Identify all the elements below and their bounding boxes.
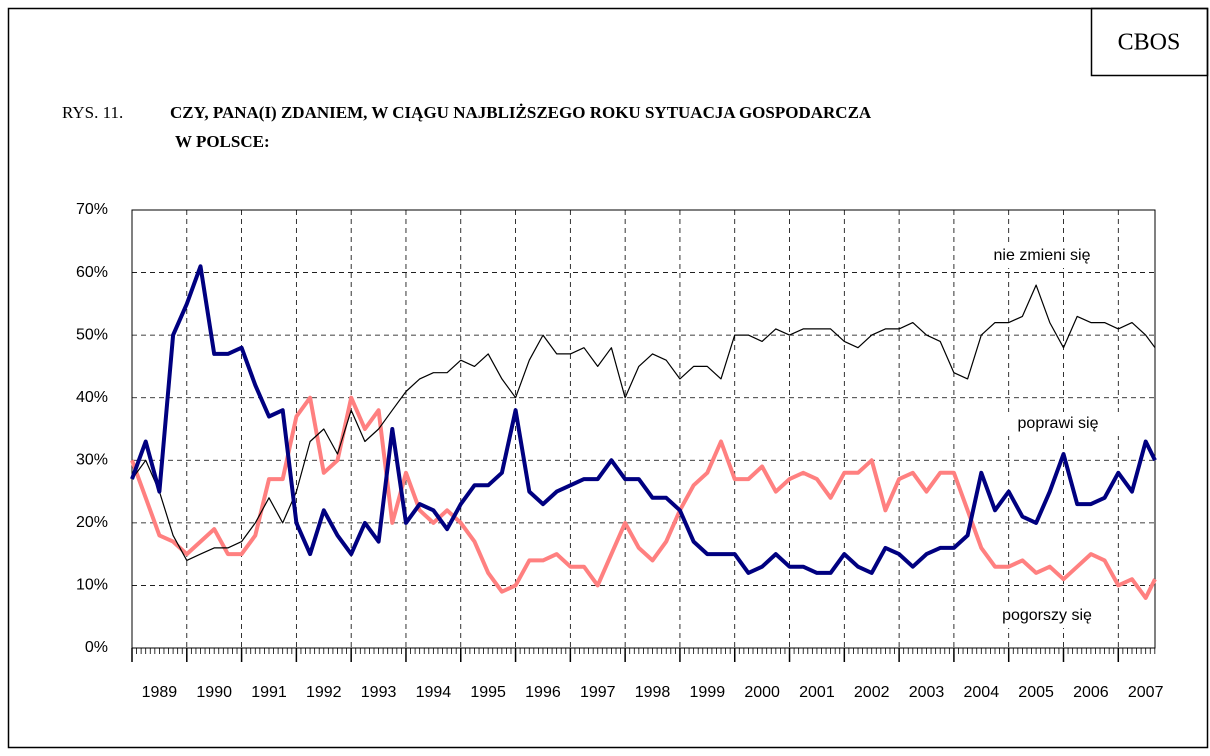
badge: CBOS — [1118, 30, 1181, 56]
x-tick-label: 1995 — [470, 684, 506, 701]
chart-title-line2: W POLSCE: — [175, 132, 270, 151]
x-tick-label: 2002 — [854, 684, 890, 701]
label-bg — [985, 604, 1109, 628]
x-tick-label: 1992 — [306, 684, 342, 701]
x-tick-label: 2007 — [1128, 684, 1164, 701]
x-tick-label: 1989 — [142, 684, 178, 701]
x-tick-label: 2003 — [909, 684, 945, 701]
series-label: nie zmieni się — [994, 247, 1091, 264]
x-tick-label: 2006 — [1073, 684, 1109, 701]
x-tick-label: 1990 — [196, 684, 232, 701]
y-tick-label: 40% — [76, 389, 108, 406]
badge-box — [1090, 7, 1209, 77]
x-tick-label: 1996 — [525, 684, 561, 701]
y-tick-label: 10% — [76, 577, 108, 594]
label-bg — [996, 412, 1120, 436]
y-tick-label: 70% — [76, 201, 108, 218]
series-label: pogorszy się — [1002, 607, 1092, 624]
series-line — [130, 395, 1157, 600]
x-tick-label: 1991 — [251, 684, 287, 701]
x-tick-label: 1994 — [416, 684, 452, 701]
x-tick-label: 2001 — [799, 684, 835, 701]
figure-label: RYS. 11. — [62, 103, 123, 122]
series-label: poprawi się — [1018, 415, 1099, 432]
x-tick-label: 1998 — [635, 684, 671, 701]
y-tick-label: 0% — [85, 639, 108, 656]
y-tick-label: 20% — [76, 514, 108, 531]
y-tick-label: 50% — [76, 326, 108, 343]
chart-title: CZY, PANA(I) ZDANIEM, W CIĄGU NAJBLIŻSZE… — [170, 103, 872, 122]
x-tick-label: 1997 — [580, 684, 616, 701]
series-line — [130, 264, 1157, 575]
frame — [7, 7, 1209, 749]
x-tick-label: 1999 — [690, 684, 726, 701]
x-tick-label: 1993 — [361, 684, 397, 701]
x-tick-label: 2000 — [744, 684, 780, 701]
y-tick-label: 30% — [76, 452, 108, 469]
x-tick-label: 2004 — [964, 684, 1000, 701]
series-line — [131, 284, 1156, 562]
label-bg — [980, 244, 1104, 268]
x-tick-label: 2005 — [1018, 684, 1054, 701]
y-tick-label: 60% — [76, 264, 108, 281]
